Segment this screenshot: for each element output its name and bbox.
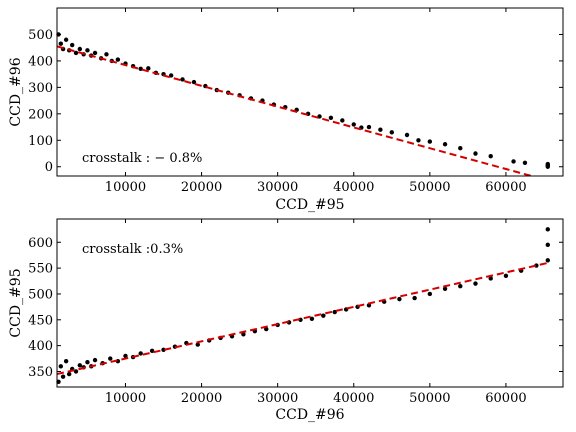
bottom-x-tick-label: 60000 [485,391,526,406]
top-data-point [473,151,478,156]
bottom-y-tick-label: 450 [28,313,53,328]
top-crosstalk-annotation: crosstalk : − 0.8% [82,151,202,166]
top-data-point [522,160,528,165]
top-y-tick-label: 400 [28,54,53,69]
bottom-ticks: 10000 20000 30000 40000 50000 60000 350 400 450 5… [28,219,563,406]
bottom-data-point [309,316,315,321]
bottom-data-point [366,303,372,308]
top-panel: 10000 20000 30000 40000 50000 60000 0 100 200 300… [8,7,564,213]
bottom-data-point [545,258,550,263]
top-y-tick-label: 300 [28,81,53,96]
bottom-data-point [63,358,69,364]
bottom-x-tick-label: 50000 [409,391,450,406]
bottom-data-point [503,273,509,279]
top-x-tick-label: 20000 [181,180,222,195]
top-data-point [58,41,64,46]
top-data-point [545,161,550,167]
bottom-data-point [138,351,143,356]
bottom-y-tick-label: 400 [28,339,53,354]
top-data-point [70,42,75,48]
bottom-x-tick-label: 40000 [333,391,374,406]
bottom-data-point [427,291,433,297]
top-data-point [191,79,197,85]
bottom-y-tick-label: 350 [28,365,53,380]
bottom-y-tick-label: 550 [28,262,53,277]
top-y-tick-label: 200 [28,107,53,122]
top-data-point [146,66,151,71]
top-data-point [92,50,98,56]
bottom-data-point [241,332,246,337]
bottom-y-tick-label: 600 [28,236,53,251]
bottom-data-point [473,281,478,286]
bottom-panel: 10000 20000 30000 40000 50000 60000 350 400 450 5… [8,218,564,423]
bottom-x-tick-label: 20000 [181,391,222,406]
top-data-point [389,130,394,135]
bottom-data-point [92,357,98,363]
top-x-tick-label: 60000 [485,180,526,195]
top-y-tick-label: 0 [45,160,53,175]
top-y-tick-label: 100 [28,134,53,149]
top-scatter-points [56,32,550,169]
top-data-point [351,122,356,127]
top-data-point [63,37,69,42]
top-x-axis-label: CCD_#95 [275,197,344,213]
bottom-data-point [264,326,269,332]
top-x-tick-label: 50000 [409,180,450,195]
bottom-y-axis-label: CCD_#95 [8,268,24,337]
bottom-data-point [123,353,128,359]
top-x-tick-label: 30000 [257,180,298,195]
bottom-data-point [488,276,493,281]
bottom-x-axis-label: CCD_#96 [275,407,344,423]
bottom-data-point [60,374,66,379]
top-data-point [85,48,90,53]
top-ticks: 10000 20000 30000 40000 50000 60000 0 100 200 300… [28,8,563,195]
top-data-point [378,127,383,132]
bottom-x-tick-label: 30000 [257,391,298,406]
top-y-tick-label: 500 [28,28,53,43]
bottom-data-point [108,356,113,361]
bottom-data-point [332,309,337,315]
top-data-point [115,57,121,62]
top-data-point [328,115,334,120]
bottom-data-point [442,286,448,291]
top-x-tick-label: 40000 [333,180,374,195]
bottom-crosstalk-annotation: crosstalk :0.3% [82,242,183,257]
bottom-data-point [77,363,83,368]
bottom-data-point [66,371,72,377]
bottom-data-point [458,284,463,289]
top-x-tick-label: 10000 [105,180,146,195]
bottom-data-point [545,242,550,248]
bottom-plot-frame [56,218,564,388]
bottom-data-point [412,295,417,301]
top-data-point [73,50,79,56]
top-data-point [416,138,421,143]
bottom-fit-line [57,261,549,376]
bottom-data-point [58,364,64,369]
top-data-point [427,139,433,144]
top-data-point [366,124,372,130]
bottom-data-point [73,369,79,374]
top-data-point [104,52,109,57]
top-data-point [488,153,493,159]
top-data-point [77,46,83,52]
bottom-data-point [195,342,200,347]
top-data-point [340,118,345,123]
bottom-x-tick-label: 10000 [105,391,146,406]
top-data-point [404,132,410,138]
top-data-point [180,77,185,82]
top-y-axis-label: CCD_#96 [8,57,24,126]
bottom-y-tick-label: 500 [28,287,53,302]
bottom-data-point [397,296,402,302]
bottom-data-point [545,227,550,232]
bottom-data-point [85,359,90,365]
top-data-point [511,159,516,164]
top-plot-frame [56,7,564,177]
bottom-data-point [321,313,326,318]
top-fit-line [57,45,536,176]
bottom-data-point [149,348,155,354]
top-data-point [442,142,448,147]
top-data-point [458,146,463,151]
